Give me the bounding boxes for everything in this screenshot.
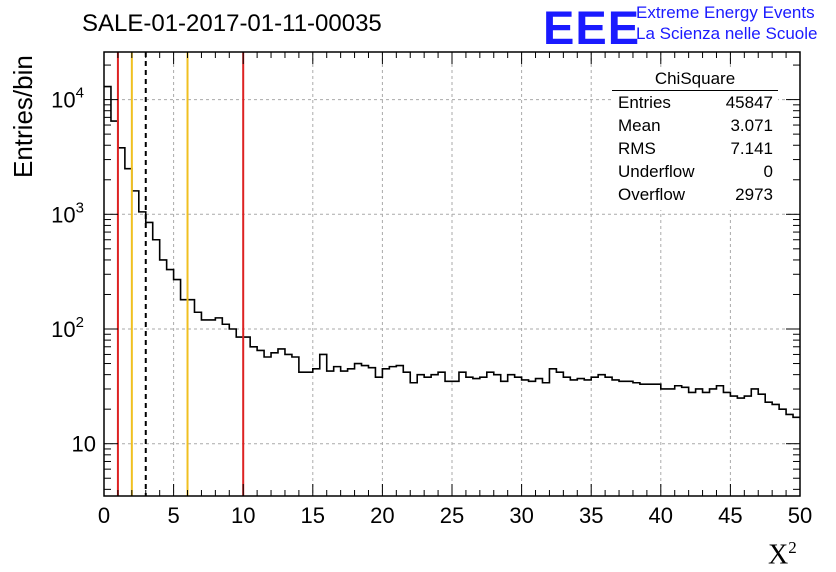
x-tick-label: 50 <box>788 503 812 528</box>
x-axis-label: X2 <box>768 538 797 571</box>
stats-title: ChiSquare <box>654 69 736 88</box>
stats-value: 45847 <box>725 93 773 112</box>
stats-divider <box>612 90 778 91</box>
x-tick-label: 40 <box>649 503 673 528</box>
x-tick-label: 15 <box>301 503 325 528</box>
stats-label: RMS <box>618 139 656 158</box>
x-tick-label: 5 <box>167 503 179 528</box>
chart-title: SALE-01-2017-01-11-00035 <box>82 10 382 37</box>
x-tick-label: 35 <box>579 503 603 528</box>
x-tick-label: 10 <box>231 503 255 528</box>
y-tick-label: 102 <box>51 314 84 342</box>
stats-label: Overflow <box>618 185 686 204</box>
logo-subtitle-line2: La Scienza nelle Scuole <box>636 24 818 43</box>
x-tick-label: 45 <box>718 503 742 528</box>
histogram-series <box>104 85 800 419</box>
x-tick-label: 0 <box>98 503 110 528</box>
stats-value: 0 <box>763 162 773 181</box>
y-axis-label: Entries/bin <box>8 55 38 178</box>
logo-subtitle-line1: Extreme Energy Events <box>636 3 815 22</box>
stats-label: Mean <box>618 116 661 135</box>
y-tick-label: 103 <box>51 199 84 227</box>
eee-logo: EEE <box>543 1 641 54</box>
x-tick-label: 25 <box>440 503 464 528</box>
y-tick-label: 104 <box>51 85 84 113</box>
x-tick-label: 30 <box>509 503 533 528</box>
stats-value: 2973 <box>735 185 773 204</box>
stats-value: 7.141 <box>730 139 773 158</box>
stats-box: ChiSquare Entries 45847 Mean 3.071 RMS 7… <box>612 69 778 210</box>
x-tick-label: 20 <box>370 503 394 528</box>
y-tick-label: 10 <box>72 432 96 457</box>
stats-value: 3.071 <box>730 116 773 135</box>
stats-label: Underflow <box>618 162 695 181</box>
stats-label: Entries <box>618 93 671 112</box>
